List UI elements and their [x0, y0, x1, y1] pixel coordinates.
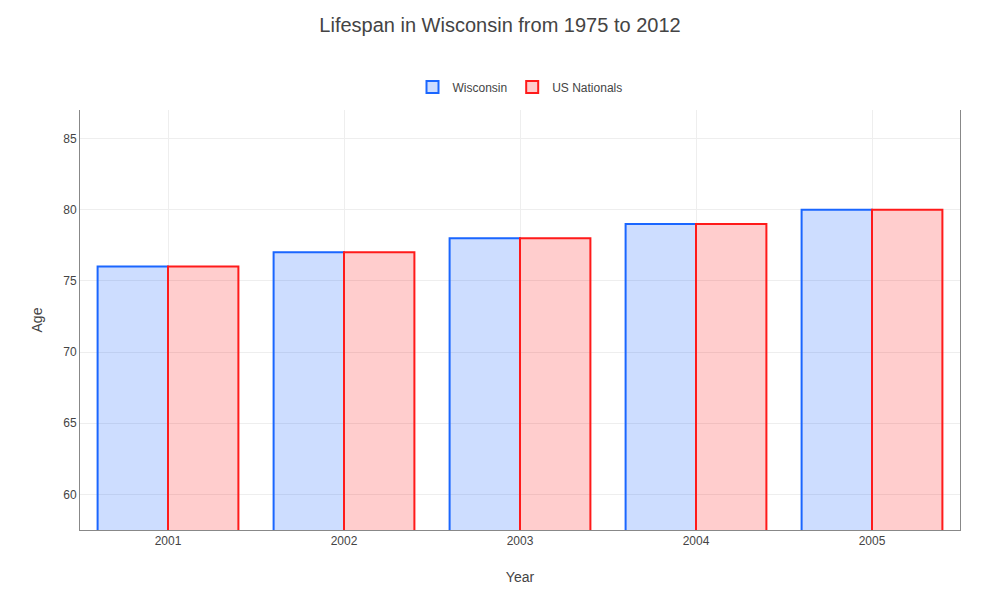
- svg-text:Wisconsin: Wisconsin: [453, 81, 508, 95]
- svg-text:US Nationals: US Nationals: [552, 81, 622, 95]
- svg-text:60: 60: [63, 488, 77, 502]
- svg-text:2001: 2001: [155, 534, 182, 548]
- svg-text:70: 70: [63, 345, 77, 359]
- svg-text:65: 65: [63, 416, 77, 430]
- svg-text:2002: 2002: [331, 534, 358, 548]
- svg-text:Age: Age: [29, 307, 45, 332]
- svg-text:2003: 2003: [507, 534, 534, 548]
- svg-text:Year: Year: [506, 569, 535, 585]
- svg-text:80: 80: [63, 203, 77, 217]
- svg-text:75: 75: [63, 274, 77, 288]
- svg-text:2005: 2005: [859, 534, 886, 548]
- svg-text:2004: 2004: [683, 534, 710, 548]
- svg-text:Lifespan in Wisconsin from 197: Lifespan in Wisconsin from 1975 to 2012: [319, 14, 680, 36]
- svg-text:85: 85: [63, 132, 77, 146]
